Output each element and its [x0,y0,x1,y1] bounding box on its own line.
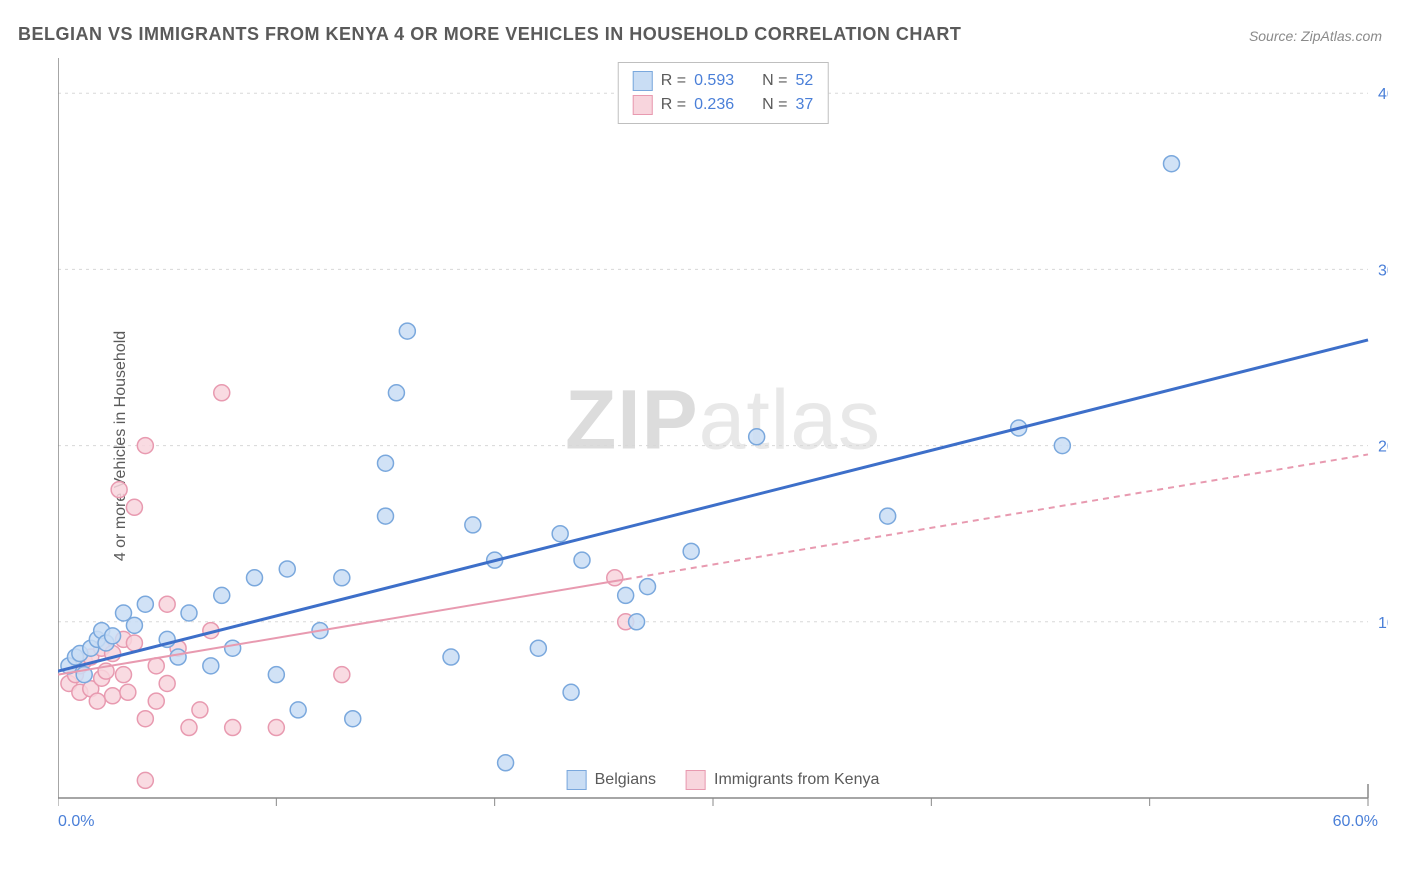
svg-text:40.0%: 40.0% [1378,86,1388,103]
legend-n-label: N = [762,96,787,114]
plot-area: ZIPatlas 10.0%20.0%30.0%40.0%0.0%60.0% R… [58,58,1388,828]
legend-n-value: 37 [795,96,813,114]
legend-n-label: N = [762,72,787,90]
legend-series-item: Belgians [567,770,656,790]
legend-swatch [633,71,653,91]
legend-swatch [567,770,587,790]
legend-series-label: Immigrants from Kenya [714,771,879,789]
legend-series-item: Immigrants from Kenya [686,770,879,790]
legend-r-value: 0.593 [694,72,734,90]
legend-correlation-row: R = 0.236 N = 37 [633,93,814,117]
svg-text:30.0%: 30.0% [1378,262,1388,279]
svg-text:10.0%: 10.0% [1378,615,1388,632]
legend-r-label: R = [661,96,686,114]
legend-swatch [633,95,653,115]
legend-correlation-row: R = 0.593 N = 52 [633,69,814,93]
legend-series-label: Belgians [595,771,656,789]
source-label: Source: ZipAtlas.com [1249,28,1382,44]
legend-r-label: R = [661,72,686,90]
legend-series: Belgians Immigrants from Kenya [567,770,880,790]
legend-correlation: R = 0.593 N = 52 R = 0.236 N = 37 [618,62,829,124]
svg-text:20.0%: 20.0% [1378,439,1388,456]
legend-swatch [686,770,706,790]
scatter-chart-svg: 10.0% 20.0% 30.0% 40.0% 0.0% 60.0% [58,58,1388,828]
legend-r-value: 0.236 [694,96,734,114]
svg-text:60.0%: 60.0% [1333,813,1378,828]
chart-title: BELGIAN VS IMMIGRANTS FROM KENYA 4 OR MO… [18,24,961,45]
svg-text:0.0%: 0.0% [58,813,94,828]
legend-n-value: 52 [795,72,813,90]
